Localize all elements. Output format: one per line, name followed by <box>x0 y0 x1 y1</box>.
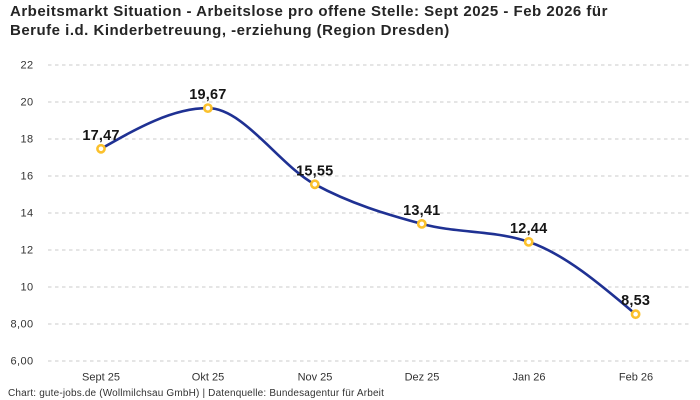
svg-text:17,47: 17,47 <box>82 128 119 144</box>
svg-text:Jan 26: Jan 26 <box>512 371 545 383</box>
svg-text:8,00: 8,00 <box>10 319 33 331</box>
svg-text:14: 14 <box>20 208 33 220</box>
svg-text:Okt 25: Okt 25 <box>192 371 224 383</box>
svg-text:6,00: 6,00 <box>10 356 33 368</box>
svg-text:22: 22 <box>20 60 33 72</box>
svg-text:20: 20 <box>20 97 33 109</box>
svg-text:Sept 25: Sept 25 <box>82 371 120 383</box>
svg-text:12,44: 12,44 <box>510 221 547 237</box>
svg-text:13,41: 13,41 <box>403 203 440 219</box>
svg-text:19,67: 19,67 <box>189 87 226 103</box>
svg-text:Dez 25: Dez 25 <box>405 371 440 383</box>
svg-text:10: 10 <box>20 282 33 294</box>
svg-text:8,53: 8,53 <box>621 293 650 309</box>
svg-text:12: 12 <box>20 245 33 257</box>
svg-text:15,55: 15,55 <box>296 163 333 179</box>
svg-text:18: 18 <box>20 134 33 146</box>
svg-text:16: 16 <box>20 171 33 183</box>
svg-text:Nov 25: Nov 25 <box>298 371 333 383</box>
svg-text:Feb 26: Feb 26 <box>619 371 653 383</box>
